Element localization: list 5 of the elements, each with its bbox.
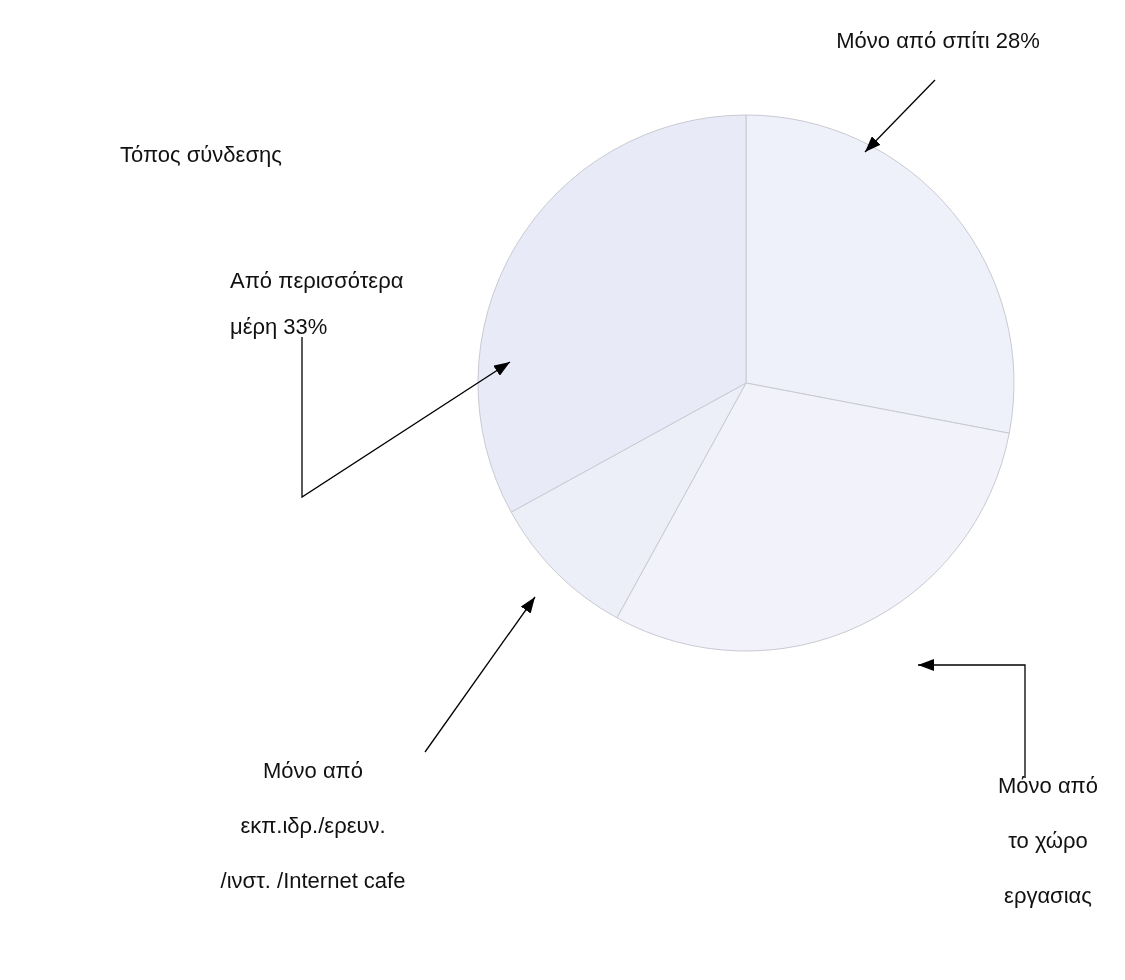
slice-label: Από περισσότερα μέρη 33% xyxy=(230,268,404,339)
category-label: Μόνο από το χώρο εργασιας xyxy=(997,773,1099,908)
text: Τόπος σύνδεσης xyxy=(120,142,282,167)
slice-label: Μόνο από σπίτι 28% xyxy=(836,28,1040,53)
category-label: Μόνο από εκπ.ιδρ./ερευν. /ινστ. /Internet cafe xyxy=(220,758,406,893)
